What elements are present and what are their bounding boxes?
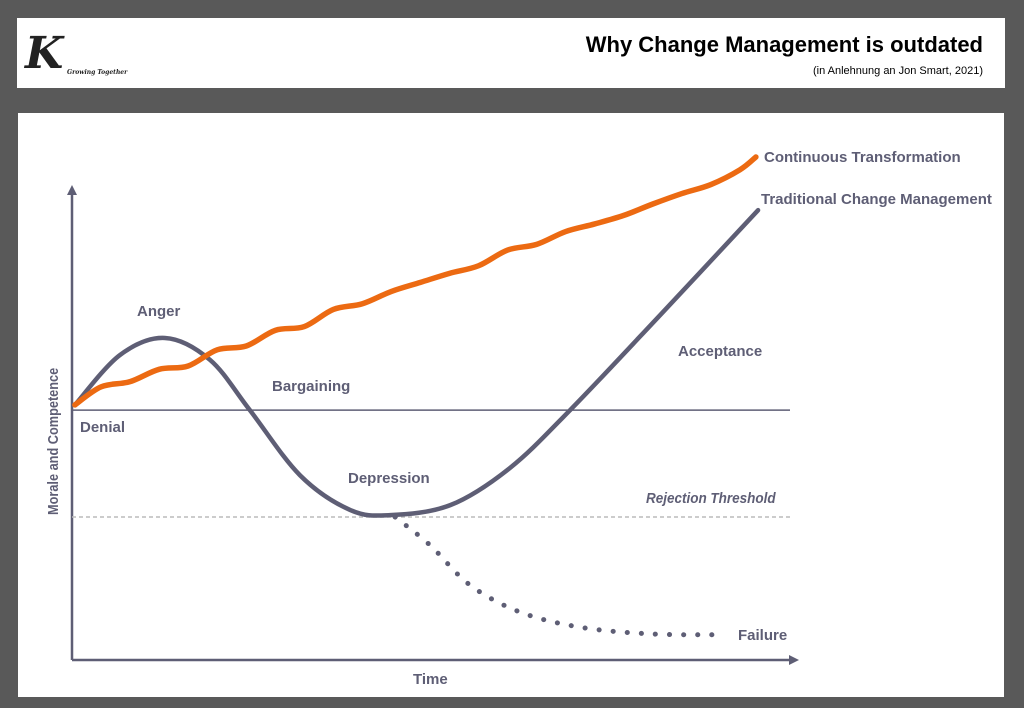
header: K Growing Together Why Change Management… bbox=[17, 18, 1005, 88]
page-title: Why Change Management is outdated bbox=[585, 32, 983, 57]
label-depression: Depression bbox=[348, 470, 430, 487]
series-failure-line bbox=[392, 514, 723, 638]
logo-k-icon: K Growing Together bbox=[23, 28, 128, 79]
label-failure: Failure bbox=[738, 627, 787, 644]
logo-tagline: Growing Together bbox=[67, 69, 128, 76]
legend-traditional-change-management: Traditional Change Management bbox=[761, 191, 992, 208]
label-bargaining: Bargaining bbox=[272, 378, 350, 395]
y-axis-label: Morale and Competence bbox=[44, 368, 61, 515]
series-continuous-transformation-line bbox=[72, 154, 759, 408]
legend-continuous-transformation: Continuous Transformation bbox=[764, 149, 961, 166]
page-subtitle: (in Anlehnung an Jon Smart, 2021) bbox=[812, 65, 983, 77]
label-acceptance: Acceptance bbox=[678, 343, 762, 360]
svg-text:K: K bbox=[23, 30, 65, 79]
logo: K Growing Together bbox=[23, 28, 153, 80]
series-traditional-change-management-line bbox=[72, 207, 761, 518]
chart-panel bbox=[18, 113, 1004, 697]
label-denial: Denial bbox=[80, 419, 125, 436]
label-rejection-threshold: Rejection Threshold bbox=[646, 490, 776, 507]
label-anger: Anger bbox=[137, 303, 181, 320]
x-axis-label: Time bbox=[413, 671, 448, 688]
